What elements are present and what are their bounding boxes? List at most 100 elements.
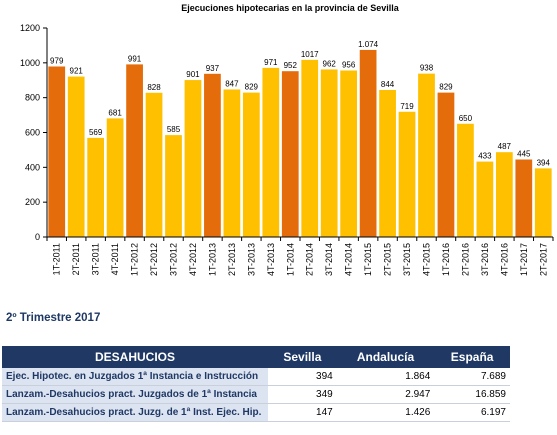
bar bbox=[301, 59, 319, 238]
cell-andalucia: 1.426 bbox=[336, 403, 435, 422]
row-label: Ejec. Hipotec. en Juzgados 1ª Instancia … bbox=[2, 368, 268, 386]
y-tick-label: 1000 bbox=[20, 58, 40, 68]
x-tick-label: 2T-2013 bbox=[227, 243, 237, 276]
y-tick-label: 200 bbox=[25, 197, 40, 207]
x-tick-label: 4T-2014 bbox=[344, 243, 354, 276]
x-tick-label: 3T-2011 bbox=[91, 243, 101, 275]
data-label: 956 bbox=[342, 60, 356, 69]
y-tick-label: 1200 bbox=[20, 23, 40, 33]
header-sevilla: Sevilla bbox=[268, 346, 337, 368]
data-label: 921 bbox=[70, 67, 84, 76]
data-label: 569 bbox=[89, 128, 103, 137]
data-label: 681 bbox=[108, 108, 122, 117]
bar bbox=[48, 66, 66, 237]
x-tick-label: 4T-2011 bbox=[110, 243, 120, 275]
cell-espana: 16.859 bbox=[434, 385, 510, 404]
bar bbox=[476, 161, 494, 237]
x-tick-label: 4T-2013 bbox=[266, 243, 276, 276]
data-label: 828 bbox=[147, 83, 161, 92]
x-tick-label: 1T-2016 bbox=[441, 243, 451, 276]
data-label: 844 bbox=[381, 80, 395, 89]
x-tick-label: 1T-2017 bbox=[519, 243, 529, 276]
data-label: 394 bbox=[537, 158, 551, 167]
bar bbox=[495, 152, 513, 237]
data-label: 1.074 bbox=[358, 40, 379, 49]
y-tick-label: 800 bbox=[25, 93, 40, 103]
bar bbox=[262, 67, 280, 238]
x-tick-label: 1T-2015 bbox=[363, 243, 373, 276]
x-tick-label: 2T-2014 bbox=[305, 243, 315, 276]
data-label: 952 bbox=[284, 61, 298, 70]
x-tick-label: 1T-2014 bbox=[285, 243, 295, 276]
data-label: 979 bbox=[50, 56, 64, 65]
data-label: 1017 bbox=[301, 50, 319, 59]
x-tick-label: 4T-2012 bbox=[188, 243, 198, 276]
chart-title: Ejecuciones hipotecarias en la provincia… bbox=[181, 3, 400, 13]
bar bbox=[87, 137, 105, 237]
data-label: 938 bbox=[420, 64, 434, 73]
table-row: Lanzam.-Desahucios pract. Juzg. de 1ª In… bbox=[2, 403, 510, 422]
header-desahucios: DESAHUCIOS bbox=[2, 346, 268, 368]
bar bbox=[204, 73, 221, 237]
desahucios-table: DESAHUCIOS Sevilla Andalucía España Ejec… bbox=[2, 346, 510, 422]
bar bbox=[534, 168, 552, 237]
bar bbox=[398, 111, 416, 237]
x-tick-label: 2T-2011 bbox=[71, 243, 81, 275]
data-label: 901 bbox=[186, 70, 200, 79]
data-label: 829 bbox=[439, 83, 453, 92]
header-andalucia: Andalucía bbox=[336, 346, 435, 368]
bar bbox=[359, 49, 377, 237]
table-header-row: DESAHUCIOS Sevilla Andalucía España bbox=[2, 346, 510, 368]
data-label: 719 bbox=[400, 102, 414, 111]
cell-sevilla: 349 bbox=[268, 385, 337, 404]
data-label: 971 bbox=[264, 58, 278, 67]
bar-chart: Ejecuciones hipotecarias en la provincia… bbox=[20, 3, 554, 276]
y-tick-label: 0 bbox=[35, 232, 40, 242]
x-tick-label: 1T-2011 bbox=[52, 243, 62, 275]
cell-sevilla: 394 bbox=[268, 368, 337, 386]
bar bbox=[184, 80, 202, 237]
data-label: 650 bbox=[459, 114, 473, 123]
data-label: 991 bbox=[128, 54, 142, 63]
x-tick-label: 4T-2015 bbox=[422, 243, 432, 276]
cell-espana: 7.689 bbox=[434, 368, 510, 386]
x-tick-label: 3T-2012 bbox=[169, 243, 179, 276]
bar bbox=[457, 123, 474, 237]
bar bbox=[515, 159, 533, 237]
section-title: 2º Trimestre 2017 bbox=[6, 312, 101, 324]
bars bbox=[48, 49, 552, 238]
table-row: Ejec. Hipotec. en Juzgados 1ª Instancia … bbox=[2, 368, 510, 386]
bar bbox=[379, 90, 396, 238]
x-tick-label: 3T-2016 bbox=[480, 243, 490, 276]
bar bbox=[418, 73, 435, 237]
data-label: 585 bbox=[167, 125, 181, 134]
header-espana: España bbox=[434, 346, 510, 368]
cell-espana: 6.197 bbox=[434, 403, 510, 422]
x-tick-label: 1T-2013 bbox=[207, 243, 217, 276]
data-label: 445 bbox=[517, 149, 531, 158]
bar bbox=[281, 71, 299, 238]
x-tick-label: 1T-2012 bbox=[130, 243, 140, 276]
x-tick-label: 2T-2012 bbox=[149, 243, 159, 276]
bar bbox=[145, 92, 163, 237]
cell-andalucia: 1.864 bbox=[336, 368, 435, 386]
bar bbox=[67, 76, 85, 237]
y-tick-label: 600 bbox=[25, 128, 40, 138]
x-tick-label: 2T-2016 bbox=[460, 243, 470, 276]
bar bbox=[106, 118, 124, 237]
y-axis: 0 200 400 600 800 1000 1200 bbox=[20, 23, 48, 242]
bar bbox=[242, 92, 260, 237]
cell-sevilla: 147 bbox=[268, 403, 337, 422]
bar bbox=[126, 64, 143, 237]
data-label: 847 bbox=[225, 79, 239, 88]
x-tick-label: 3T-2014 bbox=[324, 243, 334, 276]
bar bbox=[320, 69, 338, 238]
bar bbox=[340, 70, 358, 237]
y-tick-label: 400 bbox=[25, 162, 40, 172]
x-tick-label: 3T-2015 bbox=[402, 243, 412, 276]
bar bbox=[437, 92, 455, 237]
data-label: 829 bbox=[245, 83, 259, 92]
x-tick-label: 2T-2017 bbox=[538, 243, 548, 276]
data-label: 962 bbox=[323, 59, 337, 68]
